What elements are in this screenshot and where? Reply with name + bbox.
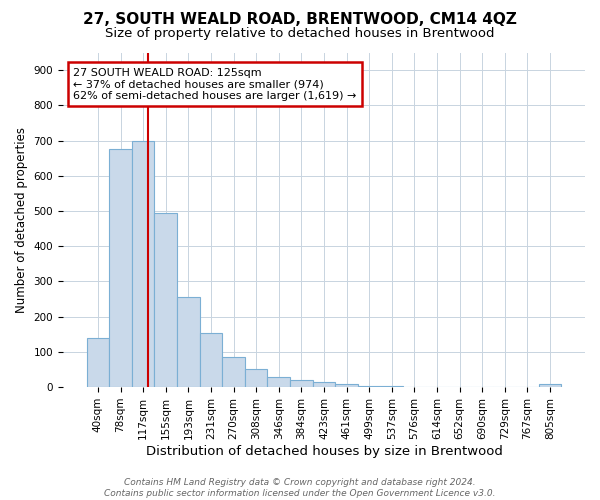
Text: Size of property relative to detached houses in Brentwood: Size of property relative to detached ho… [105,28,495,40]
X-axis label: Distribution of detached houses by size in Brentwood: Distribution of detached houses by size … [146,444,502,458]
Text: 27 SOUTH WEALD ROAD: 125sqm
← 37% of detached houses are smaller (974)
62% of se: 27 SOUTH WEALD ROAD: 125sqm ← 37% of det… [73,68,357,101]
Bar [268,376,290,387]
Bar [539,384,561,387]
Bar [335,384,358,387]
Bar [222,357,245,387]
Bar [86,338,109,387]
Text: 27, SOUTH WEALD ROAD, BRENTWOOD, CM14 4QZ: 27, SOUTH WEALD ROAD, BRENTWOOD, CM14 4Q… [83,12,517,28]
Bar [109,150,132,387]
Bar [132,140,154,387]
Bar [200,332,222,387]
Bar [245,370,268,387]
Bar [313,382,335,387]
Bar [380,386,403,387]
Text: Contains HM Land Registry data © Crown copyright and database right 2024.
Contai: Contains HM Land Registry data © Crown c… [104,478,496,498]
Bar [177,298,200,387]
Bar [358,386,380,387]
Y-axis label: Number of detached properties: Number of detached properties [15,127,28,313]
Bar [290,380,313,387]
Bar [154,213,177,387]
